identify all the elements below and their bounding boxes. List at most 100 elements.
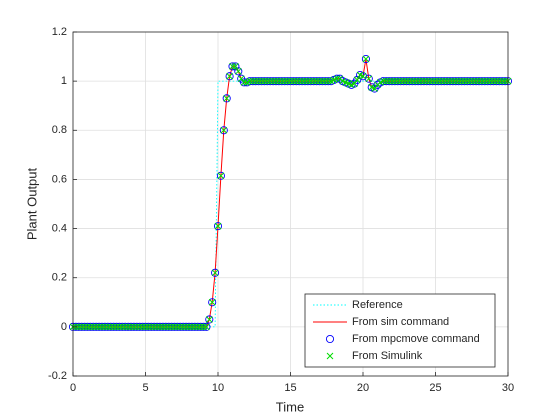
x-marker (269, 77, 277, 85)
x-marker (113, 323, 120, 331)
y-tick-label: 0 (61, 321, 67, 333)
x-marker (403, 77, 410, 85)
x-tick-label: 0 (70, 382, 76, 394)
x-marker (127, 323, 135, 331)
x-tick-label: 25 (429, 382, 441, 394)
x-tick-label: 15 (284, 382, 296, 394)
x-tick-label: 30 (502, 382, 514, 394)
x-marker (324, 77, 332, 85)
x-marker (394, 77, 402, 85)
x-marker (443, 77, 451, 85)
circle-marker (219, 126, 228, 135)
x-marker (150, 323, 158, 331)
x-marker (139, 323, 146, 331)
x-marker (432, 77, 439, 85)
x-marker (481, 77, 489, 85)
x-marker (472, 77, 480, 85)
x-marker (371, 85, 378, 92)
legend-label: From sim command (352, 316, 449, 328)
x-marker (226, 72, 233, 80)
x-marker (75, 323, 83, 331)
circle-marker (361, 54, 370, 64)
x-tick-label: 20 (357, 382, 369, 394)
y-tick-label: 0.4 (52, 222, 67, 234)
x-marker (353, 76, 361, 84)
x-marker (249, 77, 257, 85)
x-marker (307, 77, 315, 85)
x-marker (359, 72, 367, 80)
x-marker (391, 77, 399, 85)
x-tick-label: 5 (142, 382, 148, 394)
x-marker (295, 77, 303, 85)
x-marker (429, 77, 436, 85)
y-tick-label: 1.2 (52, 26, 67, 38)
x-marker (258, 77, 265, 85)
x-marker (487, 77, 494, 85)
x-marker (98, 323, 106, 331)
x-marker (484, 77, 492, 85)
x-marker (81, 323, 88, 331)
x-marker (406, 77, 413, 85)
legend-label: From mpcmove command (352, 333, 480, 345)
x-marker (142, 323, 149, 331)
x-marker (304, 77, 312, 85)
circle-marker (211, 268, 220, 277)
x-marker (326, 352, 334, 360)
x-marker (333, 75, 341, 83)
x-marker (159, 323, 167, 331)
x-marker (382, 77, 390, 85)
circle-marker (222, 94, 231, 103)
x-marker (475, 77, 483, 85)
x-marker (440, 77, 448, 85)
x-marker (214, 222, 222, 230)
x-marker (281, 77, 289, 85)
x-marker (252, 77, 260, 85)
x-marker (234, 67, 242, 75)
x-marker (171, 323, 178, 331)
x-marker (501, 77, 509, 85)
circle-marker (213, 222, 223, 231)
y-tick-label: 1 (61, 75, 67, 87)
x-marker (379, 77, 387, 85)
x-marker (237, 75, 245, 83)
x-marker (168, 323, 175, 331)
x-marker (478, 77, 486, 85)
legend: Reference From sim command From mpcmove co… (304, 293, 496, 368)
x-marker (452, 77, 460, 85)
circle-marker (205, 315, 214, 324)
y-axis-label: Plant Output (24, 167, 39, 240)
x-marker (255, 77, 262, 85)
x-marker (217, 172, 225, 180)
x-marker (493, 77, 500, 85)
x-marker (261, 77, 268, 85)
x-marker (458, 77, 465, 85)
circle-marker (216, 171, 225, 180)
y-tick-label: -0.2 (48, 370, 67, 382)
x-marker (130, 323, 138, 331)
legend-label: From Simulink (352, 350, 423, 362)
x-marker (203, 323, 210, 331)
x-marker (350, 80, 358, 87)
x-marker (101, 323, 109, 331)
x-marker (469, 77, 477, 85)
x-marker (176, 323, 184, 331)
x-marker (420, 77, 428, 85)
x-marker (301, 77, 309, 85)
x-marker (162, 323, 170, 331)
x-marker (179, 323, 187, 331)
x-marker (133, 323, 141, 331)
x-marker (165, 323, 173, 331)
x-marker (95, 323, 103, 331)
x-marker (87, 323, 94, 331)
x-marker (89, 323, 97, 331)
circle-marker (353, 75, 362, 84)
x-marker (78, 323, 86, 331)
x-marker (223, 94, 231, 102)
x-marker (240, 79, 248, 86)
x-marker (284, 77, 291, 85)
x-marker (174, 323, 181, 331)
x-marker (435, 77, 442, 85)
x-marker (275, 77, 283, 85)
x-marker (319, 77, 326, 85)
x-tick-label: 10 (212, 382, 224, 394)
